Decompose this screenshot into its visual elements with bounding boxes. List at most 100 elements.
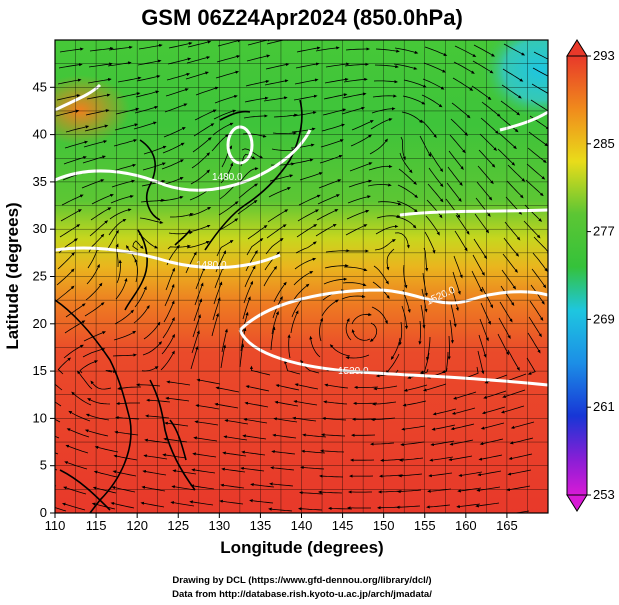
streamline-arrow <box>448 150 464 170</box>
streamline-arrow <box>55 418 61 423</box>
streamline-arrow <box>348 179 373 188</box>
streamline-arrow <box>450 303 457 328</box>
streamline-arrow <box>526 357 536 375</box>
y-tick-label: 20 <box>33 316 47 331</box>
streamline-arrow <box>374 239 396 251</box>
streamline-arrow <box>426 336 431 361</box>
streamline-arrow <box>481 286 494 309</box>
streamline-arrow <box>532 252 548 272</box>
streamline-arrow <box>476 486 501 492</box>
streamline-arrow <box>142 469 167 476</box>
streamline-arrow <box>398 321 403 346</box>
streamline-arrow <box>66 428 90 438</box>
streamline-arrow <box>57 78 82 85</box>
streamline-arrow <box>376 214 401 219</box>
streamline-arrow <box>220 344 227 369</box>
streamline-arrow <box>245 250 258 272</box>
streamline-arrow <box>502 389 526 398</box>
streamline-arrow <box>473 238 488 260</box>
streamline-arrow <box>531 83 548 94</box>
streamline-arrow <box>291 296 305 318</box>
streamline-arrow <box>55 401 62 407</box>
streamline-arrow <box>222 451 247 457</box>
streamline-arrow <box>350 134 373 147</box>
streamline-arrow <box>481 101 501 117</box>
warm-patch-northwest <box>55 75 130 145</box>
streamline-arrow <box>84 429 109 437</box>
streamline-arrow <box>56 94 81 101</box>
streamline-arrow <box>68 410 91 422</box>
colorbar-tick-label: 269 <box>593 311 615 326</box>
streamline-arrow <box>295 241 317 254</box>
streamline-arrow <box>189 500 214 506</box>
streamline-arrow <box>386 248 395 271</box>
streamline-arrow <box>477 470 502 477</box>
streamline-arrow <box>479 133 498 151</box>
streamline-arrow <box>499 116 519 133</box>
streamline-arrow <box>398 168 417 185</box>
streamline-arrow <box>192 137 212 153</box>
streamline-arrow <box>250 483 275 488</box>
streamline-arrow <box>526 163 546 180</box>
streamlines <box>55 40 548 513</box>
streamline-arrow <box>481 406 506 415</box>
streamline-arrow <box>113 139 138 147</box>
streamline-arrow <box>213 109 237 120</box>
streamline-arrow <box>245 385 270 392</box>
streamline-arrow <box>271 311 279 335</box>
streamline-arrow <box>345 224 368 236</box>
streamline-arrow <box>324 383 349 389</box>
streamline-arrow <box>82 155 106 164</box>
streamline-arrow <box>402 95 426 105</box>
streamline-arrow <box>375 224 399 235</box>
streamline-arrow <box>527 332 541 354</box>
streamline-arrow <box>82 347 106 358</box>
streamline-arrow <box>315 46 340 52</box>
streamline-arrow <box>58 63 83 69</box>
y-tick-label: 0 <box>40 505 47 520</box>
streamline-arrow <box>83 331 106 342</box>
streamline-arrow <box>270 466 295 471</box>
streamline-arrow <box>298 194 321 206</box>
streamline-arrow <box>89 46 114 52</box>
x-tick-label: 155 <box>414 518 436 533</box>
streamline-arrow <box>451 407 476 415</box>
streamline-arrow <box>503 43 526 56</box>
streamline-arrow <box>267 209 289 223</box>
streamline-arrow <box>480 302 491 325</box>
streamline-arrow <box>471 270 483 293</box>
x-tick-label: 150 <box>373 518 395 533</box>
streamline-arrow <box>498 132 517 150</box>
streamline-arrow <box>115 107 140 115</box>
streamline-arrow <box>242 133 267 138</box>
streamline-arrow <box>473 44 495 57</box>
streamline-arrow <box>141 485 166 492</box>
streamline-arrow <box>452 77 474 91</box>
streamline-arrow <box>220 162 234 184</box>
streamline-arrow <box>300 465 325 470</box>
streamline-arrow <box>476 181 493 201</box>
streamline-arrow <box>65 444 89 454</box>
streamline-arrow <box>373 80 398 84</box>
streamline-arrow <box>533 236 548 255</box>
streamline-arrow <box>108 45 133 51</box>
streamline-arrow <box>93 470 118 478</box>
x-tick-label: 165 <box>496 518 518 533</box>
streamline-arrow <box>375 48 400 53</box>
cold-patch <box>480 40 548 120</box>
streamline-arrow <box>246 238 264 256</box>
streamline-arrow <box>108 218 127 236</box>
streamline-arrow <box>186 240 210 249</box>
streamline-arrow <box>451 102 471 119</box>
streamline-arrow <box>88 62 113 68</box>
streamline-arrow <box>112 470 137 477</box>
streamline-arrow <box>249 499 274 504</box>
streamline-arrow <box>143 145 167 155</box>
x-tick-label: 145 <box>332 518 354 533</box>
streamline-arrow <box>116 259 122 284</box>
x-tick-label: 135 <box>250 518 272 533</box>
streamline-arrow <box>369 138 388 155</box>
streamline-arrow <box>374 64 399 69</box>
streamline-arrow <box>162 317 175 339</box>
streamline-arrow <box>87 78 112 84</box>
